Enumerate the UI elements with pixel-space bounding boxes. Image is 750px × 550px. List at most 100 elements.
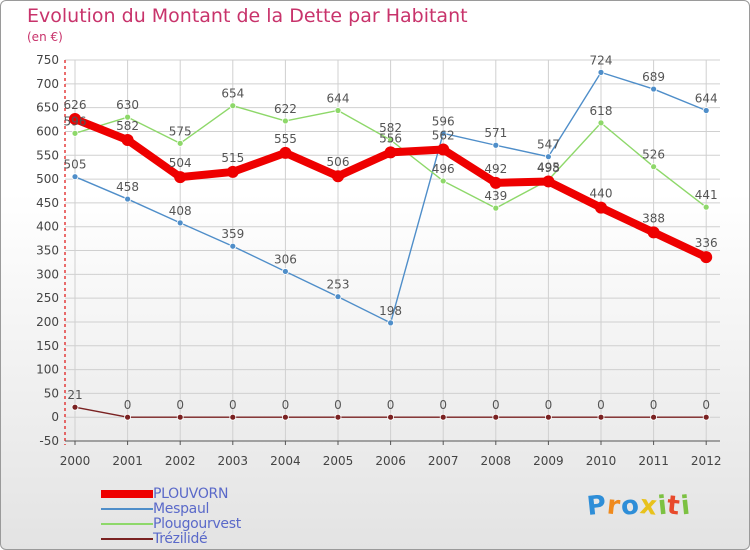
data-labels: 505 458 408 359 306 253 198 596 571 547 724 689 644 5… [64, 53, 718, 412]
legend-swatch-plouvorn [101, 490, 153, 498]
data-label-plougourvest: 439 [484, 189, 507, 203]
data-label-plouvorn: 388 [642, 211, 665, 225]
data-label-mespaul: 571 [484, 126, 507, 140]
data-label-plouvorn: 626 [64, 98, 87, 112]
y-tick-label: 550 [36, 148, 59, 162]
chart-subtitle: (en €) [27, 30, 63, 44]
axes: -50 0 50 100 150 200 250 300 350 400 450 500 550 600 6… [36, 53, 721, 468]
data-label-mespaul: 253 [327, 278, 350, 292]
data-point-plougourvest [229, 102, 237, 110]
data-label-plougourvest: 596 [64, 114, 87, 128]
data-label-plougourvest: 630 [116, 98, 139, 112]
data-point-mespaul [597, 68, 605, 76]
legend-swatch-mespaul [101, 508, 153, 510]
data-point-plougourvest [124, 113, 131, 121]
data-point-trezilide [702, 413, 710, 421]
y-tick-label: 350 [36, 244, 59, 258]
y-tick-label: 200 [36, 315, 59, 329]
data-point-plouvorn [437, 143, 450, 156]
data-label-mespaul: 306 [274, 252, 297, 266]
data-label-mespaul: 547 [537, 138, 560, 152]
data-point-trezilide [545, 413, 552, 421]
y-tick-label: 500 [36, 172, 59, 186]
data-point-mespaul [650, 85, 657, 93]
y-tick-label: 250 [36, 291, 59, 305]
data-label-mespaul: 689 [642, 70, 665, 84]
data-label-plougourvest: 575 [169, 124, 192, 138]
data-label-trezilide: 21 [67, 388, 82, 402]
y-tick-label: 750 [36, 53, 59, 67]
y-tick-label: 100 [36, 363, 59, 377]
x-tick-label: 2006 [375, 454, 406, 468]
data-point-mespaul [176, 219, 184, 227]
data-point-plouvorn [489, 176, 502, 189]
y-tick-label: 50 [44, 386, 59, 400]
grid-lines [65, 59, 720, 442]
y-tick-label: 300 [36, 267, 59, 281]
data-point-plouvorn [595, 201, 607, 214]
data-label-plouvorn: 555 [274, 132, 297, 146]
y-tick-label: 600 [36, 124, 59, 138]
y-tick-label: 650 [36, 101, 59, 115]
data-point-trezilide [71, 403, 79, 411]
data-label-plouvorn: 515 [221, 151, 244, 165]
data-label-plouvorn: 492 [484, 162, 507, 176]
data-point-plougourvest [281, 117, 289, 125]
data-label-trezilide: 0 [492, 398, 500, 412]
data-point-trezilide [650, 413, 657, 421]
data-point-trezilide [176, 413, 184, 421]
data-point-plouvorn [542, 175, 555, 188]
x-tick-label: 2000 [60, 454, 91, 468]
data-label-mespaul: 505 [64, 158, 87, 172]
data-point-trezilide [229, 413, 237, 421]
x-tick-label: 2005 [323, 454, 354, 468]
data-label-trezilide: 0 [597, 398, 605, 412]
data-label-trezilide: 0 [650, 398, 658, 412]
data-point-mespaul [229, 242, 237, 250]
x-tick-label: 2001 [112, 454, 143, 468]
y-tick-label: -50 [39, 434, 59, 448]
legend-label-mespaul: Mespaul [153, 501, 210, 517]
legend-swatch-trezilide [101, 538, 153, 540]
chart-title: Evolution du Montant de la Dette par Hab… [27, 5, 468, 27]
data-label-plouvorn: 562 [432, 129, 455, 143]
data-label-mespaul: 198 [379, 304, 402, 318]
data-label-plougourvest: 618 [590, 104, 613, 118]
x-tick-label: 2012 [691, 454, 722, 468]
data-point-mespaul [281, 268, 289, 275]
data-label-plouvorn: 504 [169, 156, 192, 170]
y-tick-label: 700 [36, 77, 59, 91]
data-point-mespaul [439, 129, 447, 137]
data-point-mespaul [545, 153, 552, 161]
data-point-plougourvest [334, 107, 342, 114]
proxiti-logo: Proxiti [585, 490, 693, 522]
data-point-plouvorn [174, 171, 187, 184]
x-tick-label: 2004 [270, 454, 301, 468]
data-point-plouvorn [647, 226, 660, 239]
data-label-mespaul: 359 [221, 227, 244, 241]
logo-letter: i [679, 490, 693, 522]
data-label-plougourvest: 644 [327, 91, 350, 105]
legend-label-trezilide: Trézilidé [153, 531, 208, 547]
x-tick-label: 2007 [428, 454, 459, 468]
data-label-plougourvest: 498 [537, 161, 560, 175]
data-label-mespaul: 644 [695, 91, 718, 105]
data-point-plouvorn [332, 170, 344, 183]
data-point-plougourvest [492, 204, 500, 212]
data-point-trezilide [334, 413, 342, 421]
data-label-trezilide: 0 [176, 398, 184, 412]
data-label-plougourvest: 441 [695, 188, 718, 202]
data-label-plougourvest: 526 [642, 148, 665, 162]
data-point-mespaul [71, 173, 79, 181]
data-label-plouvorn: 495 [537, 160, 560, 174]
data-point-plougourvest [176, 139, 184, 147]
data-point-plouvorn [226, 165, 239, 178]
data-point-plouvorn [384, 146, 397, 159]
legend-label-plougourvest: Plougourvest [153, 516, 241, 532]
x-tick-label: 2010 [586, 454, 617, 468]
data-label-plouvorn: 336 [695, 236, 718, 250]
data-label-plouvorn: 506 [327, 155, 350, 169]
y-tick-label: 0 [51, 410, 59, 424]
data-label-trezilide: 0 [702, 398, 710, 412]
data-point-plougourvest [439, 177, 447, 185]
